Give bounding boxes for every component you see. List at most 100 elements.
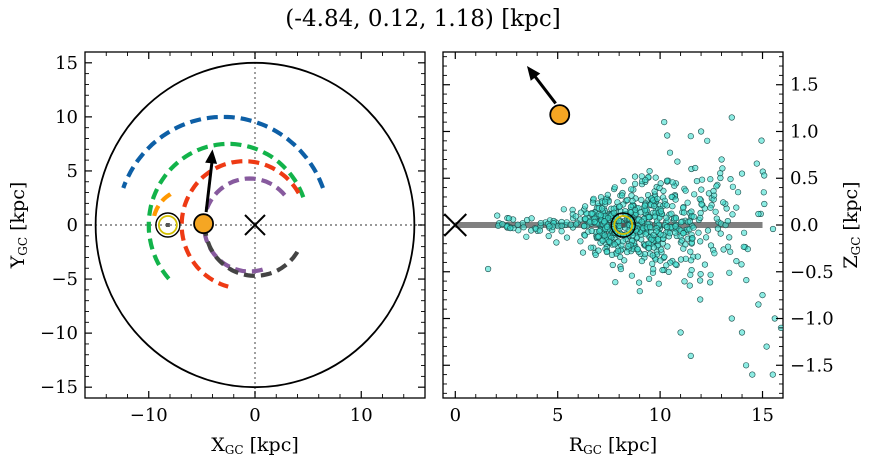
- star-point: [553, 239, 560, 246]
- star-point: [668, 210, 675, 217]
- y-tick-label: −5: [51, 269, 78, 290]
- x-tick-label: 15: [751, 405, 774, 426]
- star-point: [651, 213, 659, 220]
- star-point: [672, 229, 679, 236]
- star-point: [588, 227, 595, 235]
- star-point: [627, 203, 635, 210]
- sun-marker-inner: [157, 215, 178, 235]
- star-point: [619, 238, 627, 245]
- star-point: [729, 183, 737, 190]
- star-point: [598, 205, 606, 212]
- star-point: [707, 204, 714, 211]
- star-point: [651, 202, 658, 210]
- sun-marker: [155, 212, 181, 238]
- star-point: [646, 168, 653, 175]
- star-point: [638, 196, 645, 203]
- star-point: [563, 234, 571, 241]
- x-tick-label: −10: [130, 405, 168, 426]
- star-point: [645, 214, 653, 221]
- star-point: [726, 234, 733, 241]
- star-point: [663, 214, 670, 221]
- right-x-axis-label: RGC [kpc]: [569, 434, 657, 457]
- star-point: [577, 209, 585, 216]
- star-point: [672, 223, 679, 230]
- star-point: [680, 209, 688, 216]
- star-point: [567, 221, 574, 228]
- star-point: [609, 261, 616, 269]
- y-tick-label: −15: [40, 377, 78, 398]
- y-tick-label: −1.0: [790, 309, 834, 330]
- star-point: [652, 174, 659, 181]
- star-point: [697, 296, 704, 303]
- star-point: [743, 277, 750, 284]
- star-point: [623, 249, 631, 256]
- star-point: [759, 292, 766, 299]
- galactic-center-marker: [244, 214, 266, 236]
- star-point: [677, 256, 685, 263]
- star-point: [661, 253, 668, 260]
- star-point: [611, 184, 618, 191]
- x-tick-label: 5: [552, 405, 563, 426]
- star-point: [674, 158, 681, 165]
- right-panel: 0 5 10 15 −1.5 −1.0 −0.5 0.0 0.5 1.0 1.5 RGC [kpc]…: [442, 51, 863, 457]
- star-point: [697, 214, 704, 221]
- star-point: [664, 132, 671, 139]
- star-point: [596, 228, 603, 235]
- star-point: [712, 208, 719, 215]
- star-point: [677, 219, 685, 226]
- star-point: [734, 189, 742, 196]
- star-point: [560, 206, 567, 213]
- star-point: [494, 212, 501, 219]
- star-point: [761, 200, 768, 208]
- star-point: [601, 198, 609, 205]
- left-panel: −10 0 10 −15 −10 −5 0 5 10 15 XGC [kpc] YGC [kpc]: [7, 51, 426, 457]
- x-tick-label: 10: [350, 405, 373, 426]
- star-point: [577, 238, 584, 245]
- y-tick-label: 10: [55, 107, 78, 128]
- star-point: [636, 288, 643, 295]
- star-point: [661, 118, 668, 126]
- star-point: [657, 208, 665, 215]
- velocity-arrow-shaft: [531, 73, 557, 105]
- object-marker: [193, 213, 214, 235]
- star-point: [666, 230, 673, 237]
- spiral-arm: [179, 159, 301, 289]
- star-point: [686, 282, 693, 289]
- star-point: [714, 225, 722, 232]
- star-point: [588, 210, 595, 217]
- star-point: [608, 251, 616, 258]
- star-point: [631, 180, 639, 187]
- star-point: [621, 257, 628, 264]
- star-point: [666, 149, 674, 156]
- star-point: [680, 230, 687, 237]
- star-point: [687, 133, 694, 140]
- star-point: [663, 262, 670, 269]
- star-point: [612, 279, 619, 286]
- star-point: [628, 272, 636, 279]
- left-x-axis-label: XGC [kpc]: [211, 434, 299, 457]
- star-point: [693, 178, 701, 185]
- star-point: [645, 275, 653, 283]
- y-tick-label: −0.5: [790, 262, 834, 283]
- velocity-arrow-shaft: [204, 157, 214, 213]
- star-point: [672, 196, 679, 203]
- star-point: [687, 352, 694, 360]
- star-point: [711, 250, 718, 257]
- velocity-arrow-head: [205, 149, 218, 164]
- sun-marker: [610, 212, 636, 238]
- star-point: [611, 241, 618, 248]
- star-point: [650, 231, 657, 239]
- star-point: [558, 222, 565, 230]
- star-point: [733, 204, 740, 211]
- x-tick-label: 0: [450, 405, 461, 426]
- star-point: [672, 261, 679, 268]
- spiral-arm: [151, 192, 172, 220]
- star-point: [581, 222, 588, 230]
- y-tick-label: 0.0: [790, 215, 819, 236]
- star-point: [591, 218, 598, 226]
- star-point: [724, 218, 731, 225]
- star-point: [755, 210, 762, 218]
- star-point: [599, 237, 606, 244]
- star-point: [625, 243, 632, 250]
- star-point: [694, 253, 701, 260]
